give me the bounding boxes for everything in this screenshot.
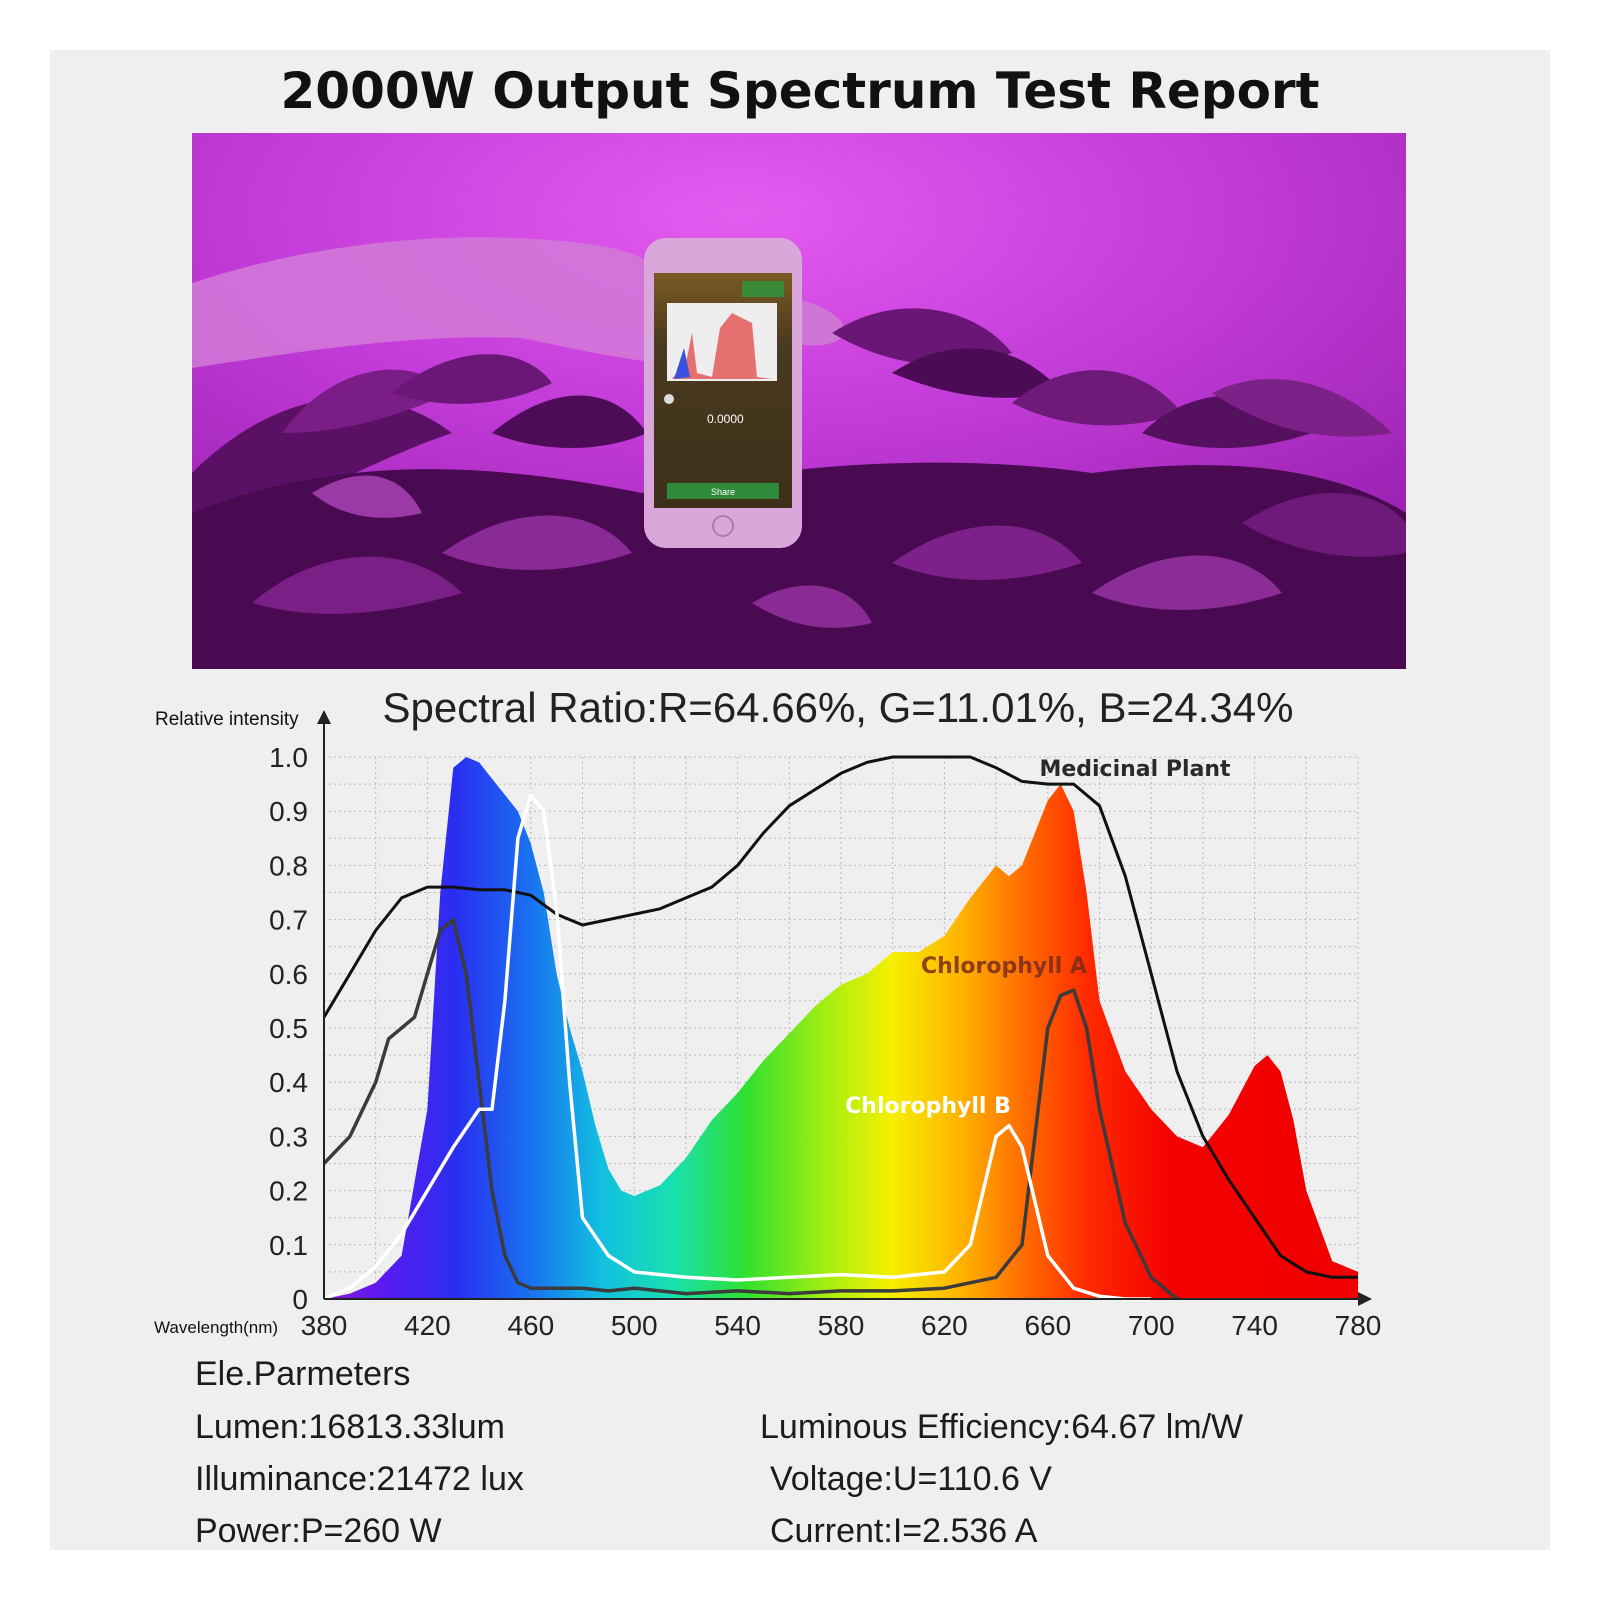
y-tick-label: 0.9 (269, 796, 308, 827)
y-tick-label: 0.6 (269, 959, 308, 990)
param-luminous-efficiency: Luminous Efficiency:64.67 lm/W (760, 1408, 1244, 1446)
chart-title: Spectral Ratio:R=64.66%, G=11.01%, B=24.… (383, 684, 1294, 731)
series-line-medicinal-plant (322, 755, 1358, 1279)
x-tick-label: 740 (1231, 1310, 1278, 1341)
phone: 0.0000 Share (644, 238, 802, 548)
chart-ticks: 380 420 460 500 540 580 620 660 700 740 780 0 0.1 0.2… (269, 742, 1381, 1341)
y-axis-arrow (317, 710, 331, 724)
phone-share-label: Share (711, 487, 735, 497)
phone-value: 0.0000 (707, 412, 744, 426)
x-tick-label: 660 (1024, 1310, 1071, 1341)
y-tick-label: 0.3 (269, 1121, 308, 1152)
annotation-chlorophyll-b: Chlorophyll B (845, 1094, 1011, 1119)
y-tick-label: 0.5 (269, 1013, 308, 1044)
y-axis-label: Relative intensity (155, 709, 299, 730)
series-line-chlorophyll-b (323, 793, 1152, 1301)
y-tick-label: 0 (292, 1284, 308, 1315)
x-tick-label: 540 (714, 1310, 761, 1341)
x-tick-label: 700 (1128, 1310, 1175, 1341)
x-axis-arrow (1358, 1292, 1372, 1306)
x-tick-label: 500 (611, 1310, 658, 1341)
x-axis-label: Wavelength(nm) (154, 1318, 278, 1337)
chart-axes (317, 710, 1372, 1306)
phone-home-button (712, 515, 734, 537)
x-tick-label: 780 (1335, 1310, 1382, 1341)
x-tick-label: 420 (404, 1310, 451, 1341)
param-illuminance: Illuminance:21472 lux (195, 1460, 524, 1498)
plant-leaves (192, 308, 1406, 669)
annotation-chlorophyll-a: Chlorophyll A (921, 954, 1087, 979)
parameters-title: Ele.Parmeters (195, 1355, 411, 1393)
param-current: Current:I=2.536 A (770, 1512, 1038, 1550)
x-tick-label: 460 (507, 1310, 554, 1341)
y-tick-label: 0.2 (269, 1176, 308, 1207)
y-tick-label: 0.4 (269, 1067, 308, 1098)
y-tick-label: 0.7 (269, 905, 308, 936)
report-title: 2000W Output Spectrum Test Report (280, 62, 1320, 120)
photo-grow-light: 0.0000 Share (192, 133, 1406, 669)
phone-screen-tag (742, 281, 784, 297)
series-line-chlorophyll-a (322, 917, 1179, 1301)
phone-share-button (667, 483, 779, 499)
param-power: Power:P=260 W (195, 1512, 442, 1550)
photo-illustration: 0.0000 Share (192, 133, 1406, 669)
y-tick-label: 0.1 (269, 1230, 308, 1261)
x-tick-label: 620 (921, 1310, 968, 1341)
x-tick-label: 580 (818, 1310, 865, 1341)
param-voltage: Voltage:U=110.6 V (770, 1460, 1052, 1498)
series-area-spectrum (324, 757, 1358, 1299)
arm-shape (192, 237, 662, 368)
chart-series (322, 755, 1358, 1301)
annotation-medicinal-plant: Medicinal Plant (1039, 757, 1231, 782)
y-tick-label: 1.0 (269, 742, 308, 773)
x-tick-label: 380 (301, 1310, 348, 1341)
y-tick-label: 0.8 (269, 850, 308, 881)
param-lumen: Lumen:16813.33lum (195, 1408, 506, 1446)
